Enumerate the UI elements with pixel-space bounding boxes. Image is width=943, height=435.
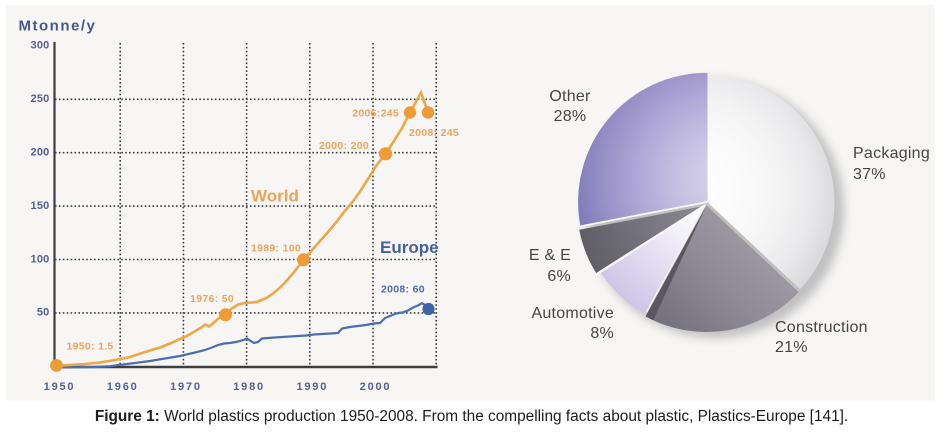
svg-text:Europe: Europe [380,238,439,257]
svg-text:150: 150 [31,200,50,212]
svg-text:1990: 1990 [296,381,328,393]
svg-text:1950: 1.5: 1950: 1.5 [67,341,114,353]
svg-text:1980: 1980 [233,381,265,393]
svg-text:1970: 1970 [170,381,202,393]
svg-text:100: 100 [31,253,50,265]
svg-text:200: 200 [31,147,50,159]
svg-text:250: 250 [31,93,50,105]
svg-text:2000: 2000 [360,381,392,393]
svg-text:1950: 1950 [44,381,76,393]
svg-text:Mtonne/y: Mtonne/y [19,18,97,35]
svg-text:2006:245: 2006:245 [352,108,399,120]
svg-text:World: World [251,187,299,206]
svg-text:50: 50 [37,307,50,319]
svg-text:1989: 100: 1989: 100 [251,243,301,255]
svg-text:2008: 60: 2008: 60 [381,284,425,296]
svg-text:2008: 245: 2008: 245 [409,127,459,139]
svg-text:1976: 50: 1976: 50 [190,293,234,305]
svg-text:1960: 1960 [107,381,139,393]
svg-text:300: 300 [31,40,50,52]
svg-text:2000: 200: 2000: 200 [319,140,369,152]
